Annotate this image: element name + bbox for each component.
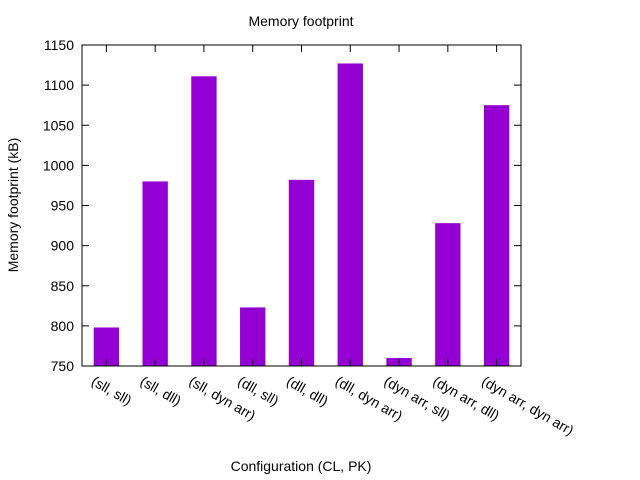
y-tick-label-8: 1150 <box>44 37 74 53</box>
y-tick-label-7: 1100 <box>44 77 74 93</box>
y-axis-label: Memory footprint (kB) <box>5 138 21 273</box>
bar-3 <box>240 307 266 366</box>
bar-2 <box>191 76 217 367</box>
y-tick-label-5: 1000 <box>43 157 74 173</box>
bar-7 <box>435 223 461 366</box>
x-tick-label-0: (sll, sll) <box>89 373 135 409</box>
x-tick-label-1: (sll, dll) <box>138 373 184 409</box>
chart-title: Memory footprint <box>248 13 353 29</box>
y-tick-label-1: 800 <box>51 318 75 334</box>
y-tick-label-0: 750 <box>51 358 75 374</box>
y-tick-label-3: 900 <box>51 238 75 254</box>
bars-layer <box>93 63 510 367</box>
x-tick-label-4: (dll, dll) <box>284 373 331 409</box>
bar-5 <box>337 63 363 367</box>
y-tick-label-6: 1050 <box>43 117 74 133</box>
x-axis-label: Configuration (CL, PK) <box>231 458 372 474</box>
y-axis-ticks: 750 800 850 900 950 1000 1050 1100 1150 <box>43 37 521 374</box>
bar-1 <box>142 181 168 366</box>
bar-4 <box>288 179 315 366</box>
y-tick-label-2: 850 <box>51 278 75 294</box>
y-tick-label-4: 950 <box>51 198 75 214</box>
bar-8 <box>483 105 510 366</box>
